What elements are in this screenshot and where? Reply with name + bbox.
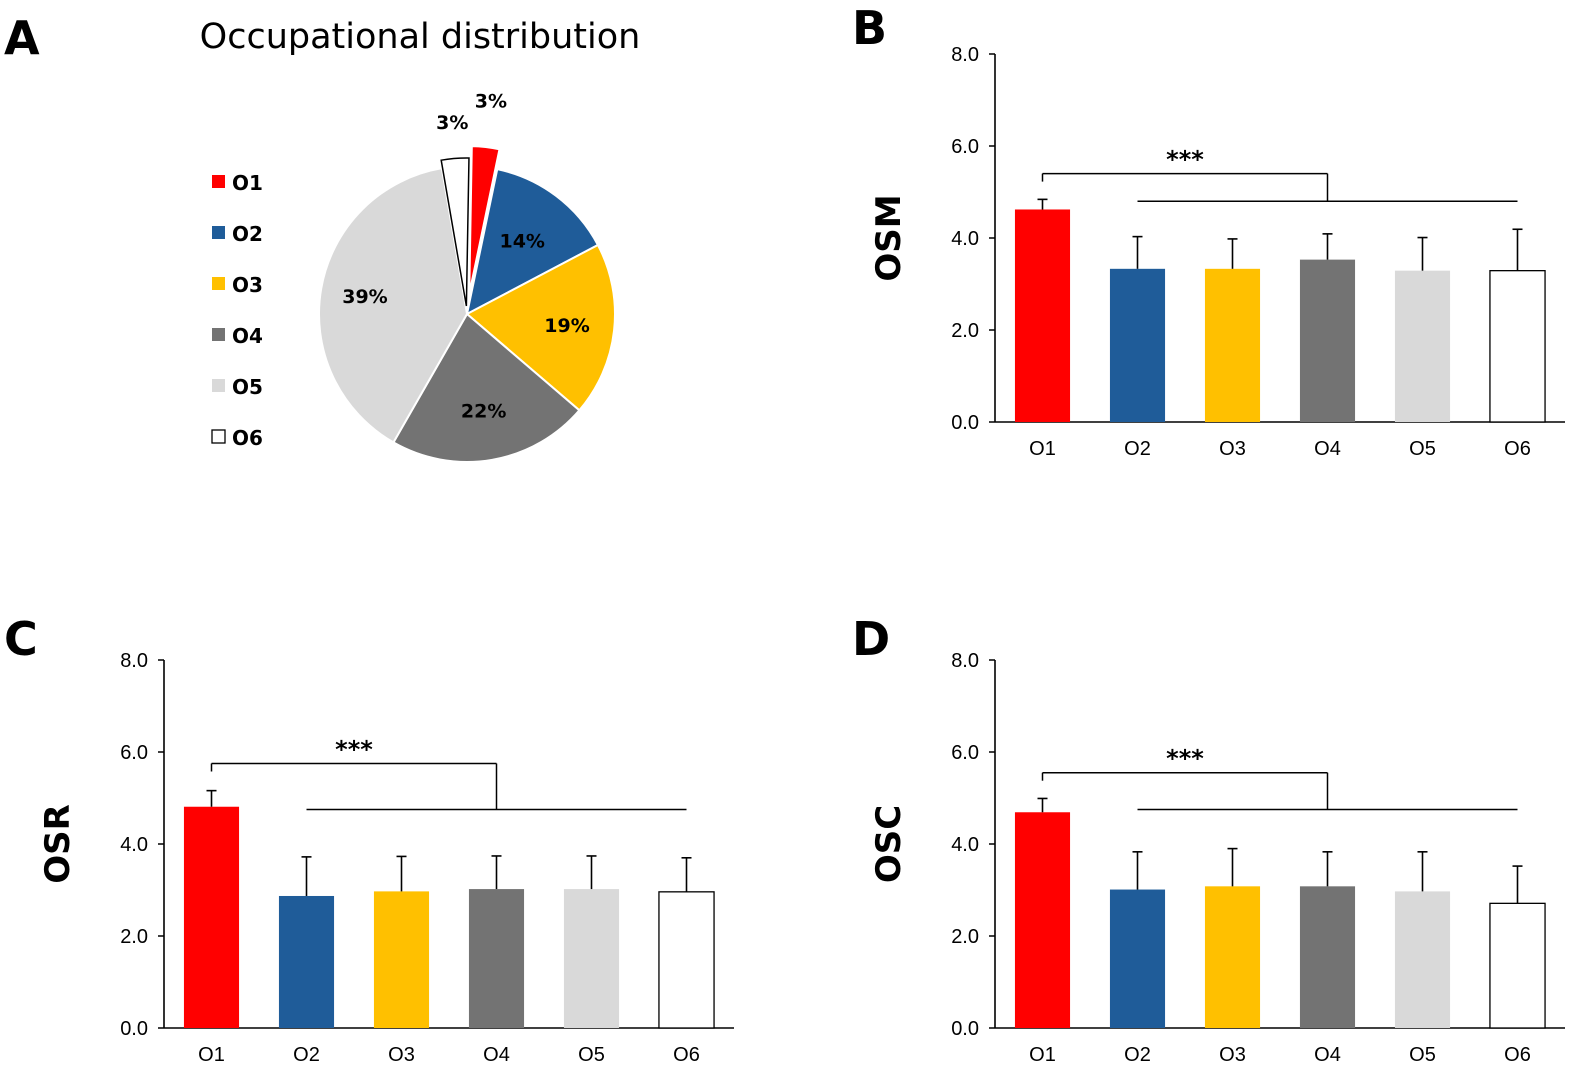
pie-label-o4: 22% (461, 400, 506, 422)
legend-label-o4: O4 (232, 324, 263, 348)
panel-letter-b: B (852, 1, 887, 55)
legend-swatch-o5 (212, 379, 225, 392)
panel-letter-a: A (4, 11, 40, 65)
osr-bar-o6 (658, 891, 715, 1029)
legend-swatch-o4 (212, 328, 225, 341)
osc-xtick-o6: O6 (1504, 1044, 1531, 1066)
osc-xtick-o3: O3 (1219, 1044, 1246, 1066)
osc-bar-o3 (1204, 886, 1261, 1028)
pie-label-o5: 39% (342, 286, 387, 308)
pie-slice-o3 (465, 243, 616, 412)
bar-chart-osm: 0.0 2.0 4.0 6.0 8.0 OSM O1 O2 O3 O4 O5 O6 *** (869, 44, 1565, 460)
osm-bar-o3 (1204, 268, 1261, 422)
osr-xtick-o6: O6 (673, 1044, 700, 1066)
osm-xtick-o6: O6 (1504, 438, 1531, 460)
pie-chart: 3% 14% 19% 22% 39% 3% (318, 91, 616, 463)
osr-y-label: OSR (38, 804, 78, 884)
osr-bar-o1 (183, 806, 240, 1028)
osc-ytick-label: 2.0 (951, 926, 979, 948)
pie-slice-o6 (440, 157, 470, 307)
legend-swatch-o1 (212, 175, 225, 188)
bar-chart-osr: 0.0 2.0 4.0 6.0 8.0 OSR O1 O2 O3 O4 O5 O6 *** (38, 650, 734, 1066)
osm-ytick-label: 8.0 (951, 44, 979, 66)
osm-ytick-label: 6.0 (951, 136, 979, 158)
osm-ytick-label: 0.0 (951, 412, 979, 434)
panel-letter-d: D (852, 612, 890, 666)
pie-slice-o2 (465, 167, 600, 316)
osc-bar-o1 (1014, 812, 1071, 1028)
pie-label-o6: 3% (436, 112, 468, 134)
osm-xtick-o1: O1 (1029, 438, 1056, 460)
pie-slice-o4 (392, 312, 581, 463)
osm-xtick-o2: O2 (1124, 438, 1151, 460)
osr-ytick-label: 0.0 (120, 1018, 148, 1040)
osr-xtick-o1: O1 (198, 1044, 225, 1066)
osc-bar-o2 (1109, 889, 1166, 1028)
legend-swatch-o3 (212, 277, 225, 290)
osr-xtick-o5: O5 (578, 1044, 605, 1066)
pie-slice-o1 (468, 145, 501, 295)
legend-label-o6: O6 (232, 426, 263, 450)
legend-swatch-o6 (211, 429, 226, 444)
osm-ytick-label: 4.0 (951, 228, 979, 250)
osc-xtick-o1: O1 (1029, 1044, 1056, 1066)
osc-ytick-label: 0.0 (951, 1018, 979, 1040)
osm-ytick-label: 2.0 (951, 320, 979, 342)
legend-label-o3: O3 (232, 273, 263, 297)
osr-bar-o2 (278, 895, 335, 1028)
pie-slice-o5 (318, 167, 469, 444)
osr-ytick-label: 8.0 (120, 650, 148, 672)
osc-xtick-o2: O2 (1124, 1044, 1151, 1066)
osc-bar-o5 (1394, 891, 1451, 1028)
osc-ytick-label: 6.0 (951, 742, 979, 764)
osm-xtick-o5: O5 (1409, 438, 1436, 460)
osc-significance-stars: *** (1166, 745, 1204, 773)
osm-xtick-o3: O3 (1219, 438, 1246, 460)
osc-ytick-label: 4.0 (951, 834, 979, 856)
osm-bar-o4 (1299, 259, 1356, 422)
osm-bar-o1 (1014, 209, 1071, 422)
osm-bar-o2 (1109, 268, 1166, 422)
osm-xtick-o4: O4 (1314, 438, 1341, 460)
pie-legend: O1 O2 O3 O4 O5 O6 (211, 171, 263, 450)
osm-y-label: OSM (869, 194, 909, 281)
legend-label-o5: O5 (232, 375, 263, 399)
osr-bar-o4 (468, 889, 525, 1028)
osm-significance-stars: *** (1166, 146, 1204, 174)
pie-label-o2: 14% (499, 231, 544, 253)
pie-title: Occupational distribution (200, 17, 641, 57)
osc-y-label: OSC (869, 805, 909, 883)
osr-ytick-label: 4.0 (120, 834, 148, 856)
osr-xtick-o2: O2 (293, 1044, 320, 1066)
osr-xtick-o4: O4 (483, 1044, 510, 1066)
osr-ytick-label: 6.0 (120, 742, 148, 764)
osc-xtick-o5: O5 (1409, 1044, 1436, 1066)
legend-label-o2: O2 (232, 222, 263, 246)
legend-label-o1: O1 (232, 171, 263, 195)
osm-bar-o5 (1394, 270, 1451, 422)
osc-xtick-o4: O4 (1314, 1044, 1341, 1066)
legend-swatch-o2 (212, 226, 225, 239)
pie-label-o1: 3% (475, 91, 507, 113)
osr-bar-o5 (563, 889, 620, 1028)
osm-bar-o6 (1489, 270, 1546, 423)
osr-ytick-label: 2.0 (120, 926, 148, 948)
bar-chart-osc: 0.0 2.0 4.0 6.0 8.0 OSC O1 O2 O3 O4 O5 O6 *** (869, 650, 1565, 1066)
osc-bar-o4 (1299, 886, 1356, 1028)
osc-bar-o6 (1489, 902, 1546, 1029)
panel-letter-c: C (4, 612, 38, 666)
pie-label-o3: 19% (544, 315, 589, 337)
osc-ytick-label: 8.0 (951, 650, 979, 672)
osr-xtick-o3: O3 (388, 1044, 415, 1066)
osr-significance-stars: *** (335, 736, 373, 764)
osr-bar-o3 (373, 891, 430, 1028)
